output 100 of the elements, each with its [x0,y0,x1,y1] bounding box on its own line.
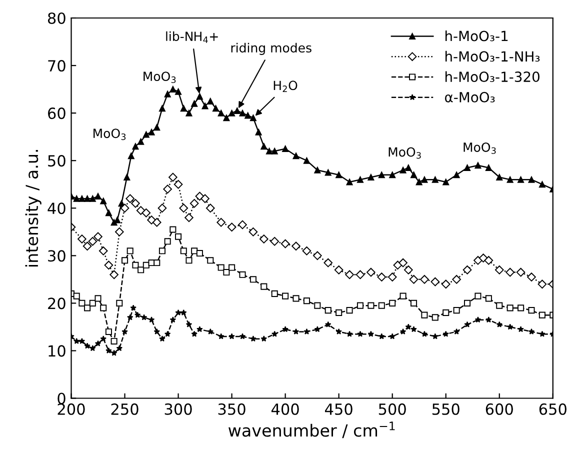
point [191,248,198,254]
point [186,257,192,264]
point [186,321,192,328]
x-tick-label: 350 [218,403,246,415]
point [314,302,321,309]
point [154,260,160,266]
point [196,250,203,257]
y-tick-label: 10 [48,345,66,357]
point [170,226,176,233]
point [292,328,300,334]
point [410,300,418,306]
y-axis-title: intensity / a.u. [25,150,42,266]
point [464,321,470,328]
point [138,266,144,274]
annotation: MoO$_{3}$ [144,72,176,84]
point [368,330,374,337]
point [260,336,268,342]
point [130,304,136,311]
point [78,338,86,344]
point [116,345,123,352]
point [180,248,187,254]
y-tick-label: 50 [48,155,66,167]
point [378,302,385,309]
point [464,300,471,306]
legend-label: h-MoO₃-1 [445,30,508,42]
annotation: MoO$_{3}$ [94,128,126,140]
point [122,328,128,334]
point [175,233,182,240]
legend-label: α-MoO₃ [445,92,495,102]
legend-label: h-MoO₃-1-320 [445,71,540,82]
point [218,333,224,340]
point [207,257,214,264]
point [496,302,503,309]
point [378,333,385,340]
point [346,330,353,337]
point [100,336,106,342]
x-tick-label: 500 [378,403,406,415]
point [400,328,406,334]
point [282,292,289,300]
annotation: riding modes [231,42,312,55]
y-tick-label: 20 [48,298,66,310]
point [292,295,300,302]
point [356,302,364,309]
point [140,314,148,320]
point [539,330,546,337]
point [228,333,235,340]
point [132,262,139,268]
point [528,328,535,334]
y-tick-label: 60 [48,108,66,120]
point [148,316,155,323]
point [368,302,374,309]
point [506,304,514,312]
point [126,248,134,254]
point [239,333,246,340]
point [154,328,160,334]
point [410,326,417,332]
y-tick-label: 40 [48,202,66,214]
point [389,333,396,340]
point [84,304,91,312]
point [357,330,364,337]
point [325,321,332,328]
point [239,271,246,278]
point [191,330,198,337]
point [336,309,342,316]
annotation: MoO$_{3}$ [464,142,496,154]
point [336,328,342,334]
point [105,328,112,335]
point [432,314,438,321]
annotation: H$_{2}$O [274,80,298,92]
point [485,295,492,302]
x-tick-label: 550 [432,403,460,415]
point [94,340,102,346]
point [250,276,256,283]
x-tick-label: 600 [486,403,513,415]
point [314,326,321,332]
point [442,330,449,337]
point [73,338,80,344]
x-tick-label: 200 [58,403,85,415]
point [474,292,482,300]
point [453,307,460,314]
point [405,324,412,330]
y-tick-label: 80 [48,12,66,24]
point [159,336,166,342]
point [100,304,107,312]
point [518,326,524,332]
point [180,309,187,316]
point [126,314,134,320]
point [134,312,141,318]
point [538,312,546,318]
x-axis-title: wavenumber / cm$^{−1}$ [228,422,395,438]
point [106,347,112,354]
point [474,316,482,323]
y-tick-label: 30 [48,250,66,262]
point [453,328,460,334]
point [122,257,128,264]
x-tick-label: 250 [111,403,138,415]
point [421,330,428,337]
point [260,283,268,290]
x-tick-label: 450 [325,403,352,415]
point [73,292,80,300]
